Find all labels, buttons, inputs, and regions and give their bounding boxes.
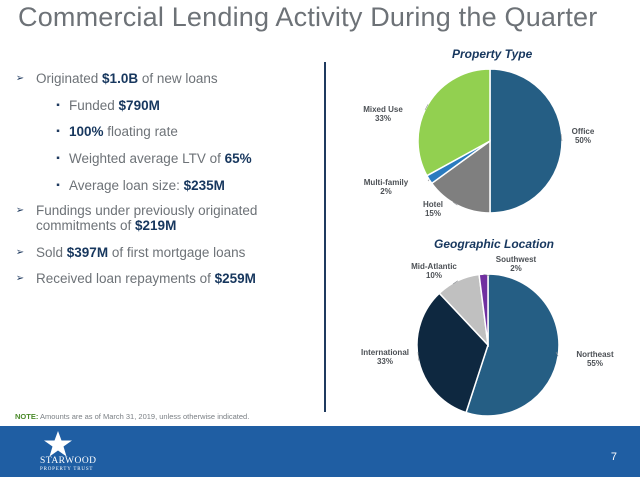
arrow-bullet-icon: ➢ [15, 247, 25, 258]
page-number: 7 [610, 451, 617, 463]
arrow-bullet-icon: ➢ [15, 205, 25, 216]
footnote: NOTE: Amounts are as of March 31, 2019, … [15, 412, 249, 421]
slice-label: Mid-Atlantic [411, 262, 457, 271]
bullet-item: ▪ Funded $790M [56, 98, 160, 114]
slice-value-label: 10% [426, 271, 442, 280]
note-label: NOTE: [15, 412, 39, 421]
leader-line [483, 273, 491, 277]
slice-label: Hotel [423, 200, 443, 209]
bullet-item: ▪ Weighted average LTV of 65% [56, 151, 252, 167]
bullet-text: commitments of [36, 218, 136, 233]
bullet-highlight: $1.0B [102, 71, 139, 86]
bullet-item: ▪ Average loan size: $235M [56, 178, 225, 194]
bullet-text-end: floating rate [103, 124, 178, 139]
bullet-text: Received loan repayments of [36, 271, 215, 286]
leader-line [417, 351, 420, 361]
slice-value-label: 55% [587, 359, 603, 368]
chart-title-geographic-location: Geographic Location [434, 237, 555, 251]
bullet-item: commitments of $219M [36, 218, 176, 234]
bullet-highlight: $397M [66, 245, 109, 260]
bullet-highlight: $219M [135, 218, 177, 233]
slice-label: Mixed Use [363, 105, 403, 114]
bullet-highlight: $790M [118, 98, 160, 113]
logo-subtitle: PROPERTY TRUST [40, 467, 94, 472]
bullet-text: Originated [36, 71, 103, 86]
footer-bar [0, 426, 640, 477]
logo-name: STARWOOD [40, 456, 97, 466]
slice-label: Southwest [496, 255, 537, 264]
leader-line [555, 351, 559, 357]
square-bullet-icon: ▪ [56, 100, 60, 111]
bullet-highlight: 100% [69, 124, 104, 139]
star-logo-icon [44, 431, 72, 457]
slice-label: Multi-family [364, 178, 409, 187]
bullet-text: Fundings under previously originated [36, 203, 258, 218]
leader-line [452, 280, 458, 285]
slice-value-label: 2% [510, 264, 522, 273]
square-bullet-icon: ▪ [56, 126, 60, 137]
bullet-text: Funded [69, 98, 119, 113]
vertical-divider [324, 62, 326, 412]
bullet-text: Weighted average LTV of [69, 151, 225, 166]
leader-line [452, 201, 458, 206]
bullet-text: Average loan size: [69, 178, 184, 193]
bullet-text-end: of new loans [138, 71, 218, 86]
arrow-bullet-icon: ➢ [15, 73, 25, 84]
leader-line [424, 104, 429, 111]
bullet-highlight: 65% [224, 151, 252, 166]
square-bullet-icon: ▪ [56, 153, 60, 164]
slice-label: Northeast [576, 350, 614, 359]
bullet-text-end: of first mortgage loans [108, 245, 246, 260]
leader-line [427, 179, 430, 182]
note-text: Amounts are as of March 31, 2019, unless… [38, 412, 250, 421]
pie-slice-hotel [430, 139, 491, 214]
bullet-list: ➢ Originated $1.0B of new loans ▪ Funded $7… [0, 0, 320, 420]
bullet-highlight: $235M [183, 178, 225, 193]
bullet-highlight: $259M [214, 271, 256, 286]
bullet-item: ➢ Fundings under previously originated [16, 203, 258, 219]
pie-slice-office [489, 68, 563, 214]
bullet-item: ▪ 100% floating rate [56, 124, 178, 140]
slice-value-label: 33% [375, 114, 391, 123]
slice-label: International [361, 348, 409, 357]
square-bullet-icon: ▪ [56, 180, 60, 191]
slice-value-label: 50% [575, 136, 591, 145]
chart-title-property-type: Property Type [452, 47, 533, 61]
page-title: Commercial Lending Activity During the Q… [18, 2, 598, 32]
leader-line [560, 133, 563, 142]
arrow-bullet-icon: ➢ [15, 273, 25, 284]
bullet-item: ➢ Received loan repayments of $259M [16, 271, 256, 287]
bullet-item: ➢ Originated $1.0B of new loans [16, 71, 218, 87]
slice-value-label: 15% [425, 209, 441, 218]
slice-label: Office [572, 127, 595, 136]
bullet-text: Sold [36, 245, 67, 260]
slice-value-label: 2% [380, 187, 392, 196]
bullet-item: ➢ Sold $397M of first mortgage loans [16, 245, 246, 261]
slice-value-label: 33% [377, 357, 393, 366]
